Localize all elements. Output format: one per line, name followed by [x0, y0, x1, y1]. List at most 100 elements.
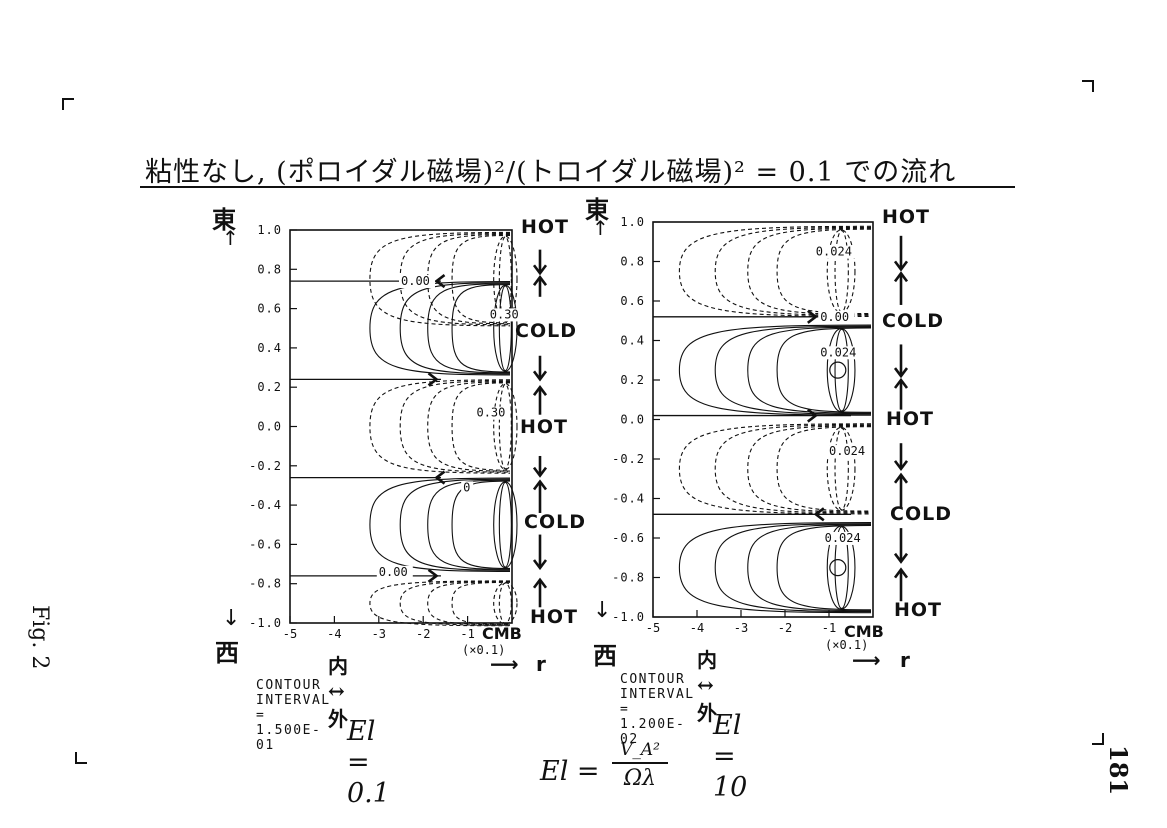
y-tick-label: 1.0 — [620, 215, 645, 229]
left-contour-plot: 1.0 0.8 0.6 0.4 0.2 0.0 -0.2 -0.4 -0.6 -0.8 -1.0-5… — [249, 223, 548, 641]
x-tick-label: -5 — [283, 627, 297, 641]
contour-label-bg — [487, 308, 524, 322]
contour-negative — [498, 236, 512, 323]
contour-label: 0.024 — [816, 245, 852, 259]
y-tick-label: -0.8 — [249, 577, 282, 591]
contour-label: 0 — [463, 480, 470, 494]
right-contour-plot: 1.0 0.8 0.6 0.4 0.2 0.0 -0.2 -0.4 -0.6 -0.8 -1.0-5… — [612, 215, 909, 635]
y-tick-label: -1.0 — [612, 610, 645, 624]
left-r-arrow: ⟶ — [490, 652, 519, 676]
contour-positive — [369, 477, 511, 572]
page-title: 粘性なし, (ポロイダル磁場)²/(トロイダル磁場)² = 0.1 での流れ — [145, 157, 957, 188]
arrow-down — [893, 552, 909, 564]
right-cmb-label: CMB — [844, 622, 884, 641]
contour-negative — [493, 382, 518, 471]
contour-negative — [493, 235, 518, 323]
arrow-up — [532, 274, 548, 286]
x-tick-label: -1 — [822, 621, 836, 635]
contour-negative — [776, 426, 872, 512]
right-flow-hot-mid: HOT — [886, 408, 935, 430]
crop-mark-top-right — [1082, 80, 1094, 92]
formula-lhs: El = — [540, 756, 600, 787]
contour-positive — [714, 523, 872, 613]
contour-negative — [399, 580, 511, 626]
contour-negative — [747, 227, 872, 315]
contour-positive — [498, 285, 512, 372]
right-west-label: 西 — [593, 641, 617, 670]
contour-positive — [776, 327, 872, 413]
right-el-label: El = 10 — [713, 710, 748, 803]
contour-negative — [498, 383, 512, 470]
contour-negative — [747, 425, 872, 513]
flow-arrow-right — [427, 568, 439, 583]
y-tick-label: -0.6 — [249, 537, 282, 551]
y-tick-label: 0.6 — [620, 294, 645, 308]
contour-positive — [776, 524, 872, 611]
y-tick-label: -0.6 — [612, 531, 645, 545]
contour-negative — [498, 582, 512, 625]
west-arrow: ↓ — [222, 606, 241, 631]
y-tick-label: -0.4 — [249, 498, 282, 512]
contour-positive — [714, 325, 872, 415]
formula-bar — [612, 762, 668, 764]
contour-negative — [826, 426, 856, 511]
y-tick-label: -0.2 — [249, 459, 282, 473]
left-cmb-label: CMB — [482, 624, 522, 643]
contour-positive — [747, 524, 872, 612]
contour-negative — [678, 423, 872, 515]
y-tick-label: 0.4 — [620, 334, 645, 348]
right-r-label: r — [900, 648, 910, 672]
plot-frame — [652, 221, 874, 618]
arrow-down — [893, 460, 909, 472]
contour-label: 0.024 — [820, 345, 856, 359]
left-r-label: r — [536, 652, 546, 676]
y-tick-label: 0.2 — [257, 380, 282, 394]
flow-arrow-left — [813, 507, 825, 522]
contour-positive — [747, 326, 872, 414]
contour-positive — [451, 283, 511, 373]
x-tick-label: -3 — [734, 621, 748, 635]
contour-positive — [834, 526, 849, 610]
arrow-down — [532, 264, 548, 276]
left-contour-interval: CONTOUR INTERVAL = 1.500E-01 — [256, 678, 331, 753]
west-label: 西 — [215, 638, 239, 667]
arrow-down — [893, 260, 909, 272]
contour-label: 0.00 — [401, 274, 430, 288]
contour-positive — [493, 481, 518, 569]
y-tick-label: 0.2 — [620, 373, 645, 387]
y-tick-label: -1.0 — [249, 616, 282, 630]
flow-arrow-right — [427, 372, 439, 387]
flow-arrow-right — [807, 309, 818, 324]
arrow-up — [893, 567, 909, 579]
right-flow-hot-top: HOT — [882, 206, 931, 228]
contour-negative — [714, 226, 872, 316]
contour-positive — [498, 481, 512, 568]
contour-positive — [834, 328, 849, 412]
contour-center — [829, 361, 847, 379]
contour-negative — [451, 581, 511, 625]
y-tick-label: 1.0 — [257, 223, 282, 237]
y-tick-label: 0.0 — [620, 413, 645, 427]
y-tick-label: -0.8 — [612, 571, 645, 585]
contour-positive — [493, 284, 518, 372]
left-flow-hot-bottom: HOT — [530, 606, 579, 628]
contour-negative — [399, 380, 511, 473]
y-tick-label: -0.4 — [612, 492, 645, 506]
contour-negative — [451, 234, 511, 324]
contour-label-bg — [822, 531, 867, 545]
left-in-out-label: 内 ↔ 外 — [328, 654, 348, 731]
title-underline — [140, 186, 1015, 188]
page-number: 181 — [1104, 745, 1133, 796]
y-tick-label: 0.8 — [620, 255, 645, 269]
east-label: 東 — [212, 205, 236, 234]
contour-positive — [678, 324, 872, 416]
crop-mark-top-left — [62, 98, 74, 110]
arrow-up — [532, 385, 548, 396]
x-tick-label: -1 — [460, 627, 474, 641]
crop-mark-bottom-right — [1092, 733, 1104, 745]
contour-label: 0.024 — [825, 531, 861, 545]
left-flow-hot-mid: HOT — [520, 416, 569, 438]
contour-negative — [834, 229, 849, 313]
right-east-label: 東 — [585, 195, 609, 224]
flow-arrow-left — [434, 470, 446, 485]
